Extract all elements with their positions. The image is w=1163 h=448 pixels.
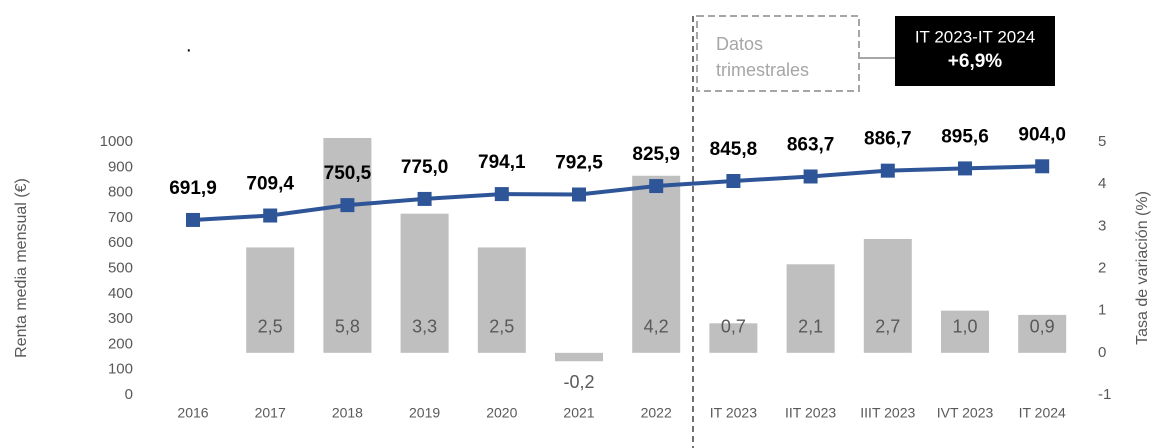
line-label: 792,5 [555,153,603,174]
y-tick-label: 400 [108,285,133,302]
line-marker [649,179,664,194]
y-tick-label: 100 [108,361,133,378]
x-tick-label: IT 2023 [710,405,757,421]
y-axis-title: Renta media mensual (€) [13,178,30,358]
y2-tick-label: 4 [1098,175,1106,192]
line-marker [417,191,432,206]
bar [323,138,372,353]
x-tick-label: 2021 [563,405,594,421]
bar [786,264,835,353]
line-marker [726,174,741,189]
y-tick-label: 200 [108,335,133,352]
y2-axis-title: Tasa de variación (%) [1134,191,1151,345]
x-tick-label: 2019 [409,405,440,421]
line-label: 775,0 [401,157,449,178]
bar-label: 1,0 [952,317,977,337]
annotation-box [895,16,1055,86]
x-tick-label: IIT 2023 [785,405,836,421]
y-tick-label: 800 [108,184,133,201]
y2-tick-label: -1 [1098,386,1111,403]
line-marker [494,187,509,202]
y2-tick-label: 1 [1098,302,1106,319]
bar-label: 2,5 [489,317,514,337]
bar [709,323,758,353]
line-label: 825,9 [632,144,680,165]
plot-area [246,138,1067,362]
bar [477,247,526,353]
x-tick-label: IT 2024 [1019,405,1066,421]
line-label: 895,6 [941,126,989,147]
x-tick-label: 2016 [177,405,208,421]
line-label: 863,7 [787,134,835,155]
x-tick-label: 2020 [486,405,517,421]
line-marker [572,187,586,202]
annotation-dot: . [186,34,192,56]
y-tick-label: 500 [108,259,133,276]
bar [632,175,681,353]
line-marker [340,198,355,213]
x-tick-label: 2022 [641,405,672,421]
annotation-text: +6,9% [948,51,1003,72]
line-label: 750,5 [324,163,372,184]
y2-tick-label: 2 [1098,259,1106,276]
bar-label: 2,7 [875,317,900,337]
annotation-text: IT 2023-IT 2024 [915,27,1035,46]
bar-label: 5,8 [335,317,360,337]
bar-label: 2,1 [798,317,823,337]
line-marker [263,208,278,223]
line-marker [958,161,972,176]
y2-tick-label: 3 [1098,217,1106,234]
line-label: 709,4 [246,174,294,195]
bar [941,310,989,353]
line [192,164,1043,222]
x-tick-label: IIIT 2023 [860,405,915,421]
line-marker [186,212,200,227]
annotation-text: Datos [716,34,763,54]
bar-label: 3,3 [412,317,437,337]
x-tick-label: 2017 [255,405,286,421]
line-label: 794,1 [478,152,526,173]
annotation-text: trimestrales [716,60,809,80]
line-marker [880,163,895,178]
bar [400,213,449,353]
line-marker [803,169,818,184]
line-label: 904,0 [1018,124,1066,145]
bar-label: 2,5 [258,317,283,337]
x-tick-label: 2018 [332,405,363,421]
y-tick-label: 1000 [100,133,133,150]
y-tick-label: 900 [108,158,133,175]
bar [1018,314,1067,353]
line-marker [1035,159,1050,174]
bar [555,352,603,362]
y-tick-label: 300 [108,310,133,327]
bar [863,238,912,353]
bar-label: 4,2 [644,317,669,337]
line-label: 691,9 [169,178,217,199]
bar [246,247,295,353]
bar-label: -0,2 [563,372,594,392]
line-label: 845,8 [710,139,758,160]
y-tick-label: 600 [108,234,133,251]
y-tick-label: 0 [125,386,133,403]
bar-label: 0,9 [1030,317,1055,337]
bar-label: 0,7 [721,317,746,337]
y2-tick-label: 5 [1098,133,1106,150]
x-tick-label: IVT 2023 [937,405,994,421]
annotation-box [696,15,860,92]
y2-tick-label: 0 [1098,344,1106,361]
y-tick-label: 700 [108,209,133,226]
line-label: 886,7 [864,129,912,150]
